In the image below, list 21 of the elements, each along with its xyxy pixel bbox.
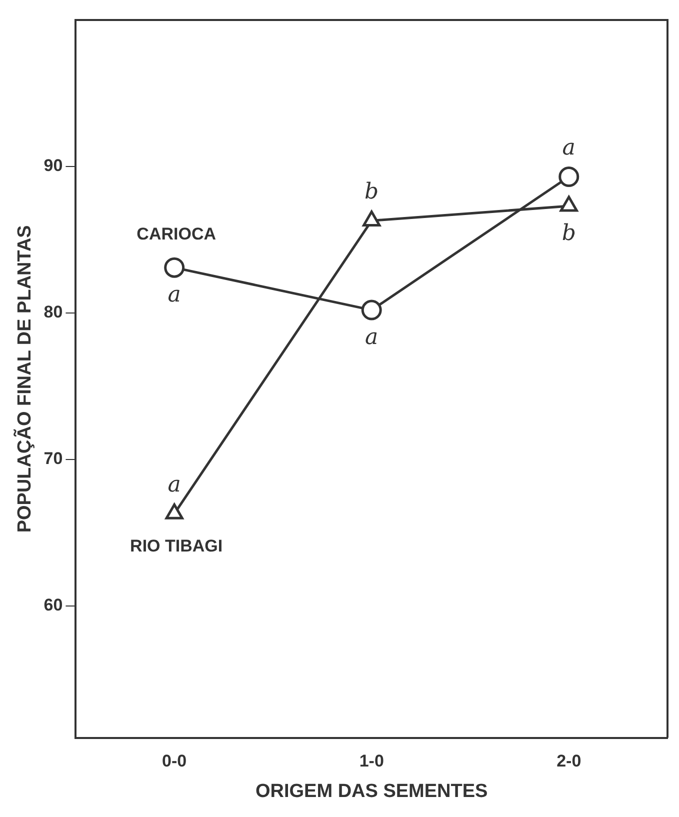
y-tick-label: 70	[44, 449, 63, 468]
y-tick-label: 90	[44, 156, 63, 176]
y-tick-label: 60	[44, 596, 63, 615]
annotation: a	[365, 324, 378, 350]
x-tick-label: 0-0	[162, 752, 187, 771]
y-axis-title: POPULAÇÃO FINAL DE PLANTAS	[14, 225, 36, 533]
x-axis-title: ORIGEM DAS SEMENTES	[255, 780, 488, 802]
annotation: a	[168, 282, 181, 308]
annotation: b	[364, 179, 379, 204]
y-tick-label: 80	[44, 302, 63, 322]
point	[361, 300, 382, 320]
point	[164, 257, 185, 278]
series-label: RIO TIBAGI	[130, 536, 223, 556]
x-tick-label: 1-0	[359, 752, 384, 771]
annotation: a	[168, 472, 181, 498]
point	[558, 166, 580, 187]
x-tick-label: 2-0	[556, 752, 582, 771]
annotation: b	[562, 220, 576, 246]
point	[165, 503, 184, 520]
annotation: a	[562, 135, 576, 160]
series-label: CARIOCA	[136, 224, 216, 244]
